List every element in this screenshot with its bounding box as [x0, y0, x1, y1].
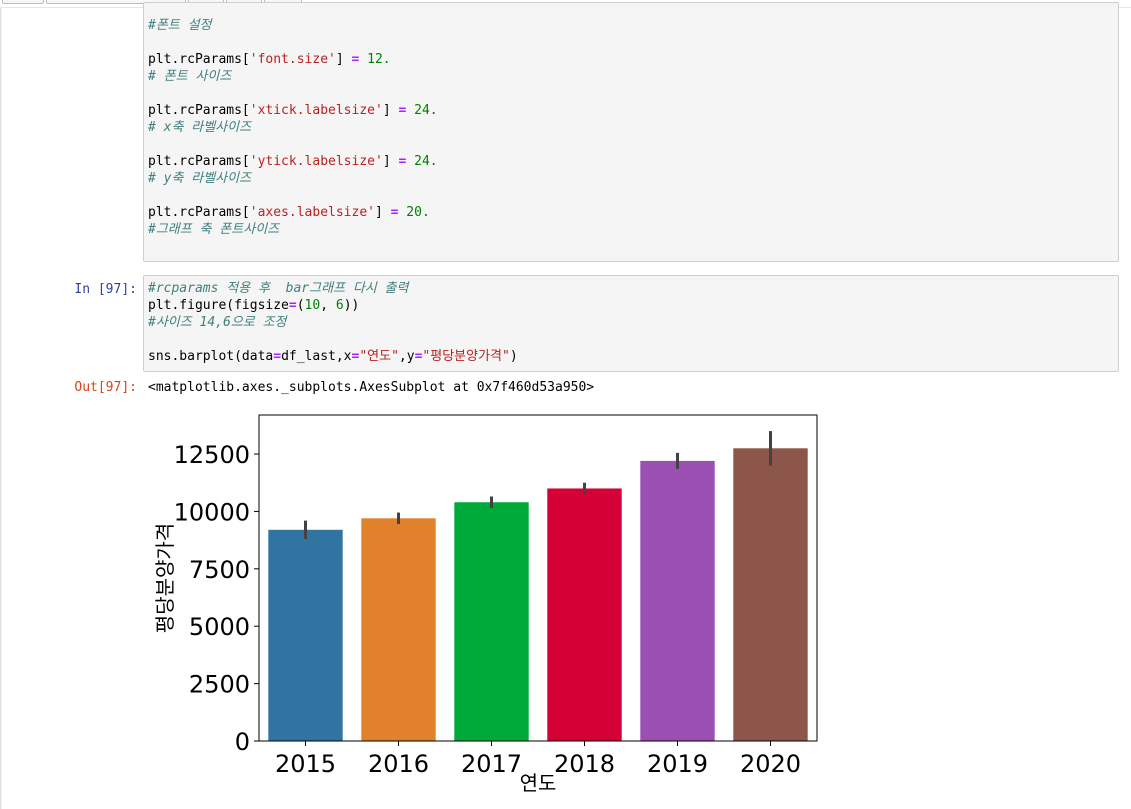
bar-2016 [361, 518, 436, 741]
code-cell-rcparams[interactable] [143, 2, 1119, 262]
code-cell-rcparams-source: #폰트 설정 plt.rcParams['font.size'] = 12. # … [148, 17, 438, 238]
y-tick-label: 0 [235, 728, 250, 756]
x-tick-label: 2019 [647, 750, 708, 778]
bar-2019 [640, 460, 715, 741]
output-prompt: Out[97]: [74, 380, 137, 395]
output-repr-text: <matplotlib.axes._subplots.AxesSubplot a… [148, 380, 595, 395]
code-line: plt.rcParams['xtick.labelsize'] = 24. [148, 103, 438, 118]
x-tick-label: 2017 [461, 750, 522, 778]
input-prompt: In [97]: [74, 282, 137, 297]
y-tick-label: 12500 [174, 441, 250, 469]
code-line: #폰트 설정 [148, 17, 438, 34]
code-line [148, 136, 438, 153]
notebook-edge [0, 8, 2, 809]
code-comment: # x축 라벨사이즈 [148, 120, 252, 135]
y-tick-label: 10000 [174, 498, 250, 526]
y-tick-label: 2500 [189, 671, 250, 699]
bar-2018 [547, 488, 622, 741]
y-axis-label: 평당분양가격 [153, 523, 177, 633]
code-line: plt.rcParams['ytick.labelsize'] = 24. [148, 154, 438, 169]
bar-2015 [268, 529, 343, 741]
code-cell-barplot-source: #rcparams 적용 후 bar그래프 다시 출력 plt.figure(f… [148, 281, 518, 364]
bar-2017 [454, 502, 529, 741]
bar-chart: 2015 2016 2017 2018 2019 2020 0 2500 5000 7500 100… [153, 414, 818, 795]
plot-frame [258, 414, 818, 742]
y-tick-label: 5000 [189, 613, 250, 641]
code-line: # 폰트 사이즈 [148, 68, 438, 85]
code-line: plt.rcParams['axes.labelsize'] = 20. [148, 205, 430, 220]
code-comment: #rcparams 적용 후 bar그래프 다시 출력 [148, 281, 409, 296]
code-line: # x축 라벨사이즈 [148, 119, 438, 136]
x-tick-label: 2016 [368, 750, 429, 778]
y-tick-label: 7500 [189, 556, 250, 584]
code-line [148, 85, 438, 102]
code-comment: #사이즈 14,6으로 조정 [148, 315, 287, 330]
code-line: plt.rcParams['font.size'] = 12. [148, 52, 391, 67]
x-tick-label: 2020 [740, 750, 801, 778]
code-cell-barplot[interactable] [143, 275, 1119, 372]
code-line [148, 34, 438, 51]
code-comment: #폰트 설정 [148, 18, 212, 33]
code-line: # y축 라벨사이즈 [148, 170, 438, 187]
code-comment: # 폰트 사이즈 [148, 69, 232, 84]
code-comment: #그래프 축 폰트사이즈 [148, 222, 280, 237]
x-axis-label: 연도 [520, 771, 557, 795]
code-line [148, 187, 438, 204]
code-line: #그래프 축 폰트사이즈 [148, 221, 438, 238]
toolbar-button[interactable] [2, 0, 44, 4]
x-tick-label: 2018 [554, 750, 615, 778]
x-tick-label: 2015 [275, 750, 336, 778]
code-comment: # y축 라벨사이즈 [148, 171, 252, 186]
bar-2020 [733, 448, 808, 741]
